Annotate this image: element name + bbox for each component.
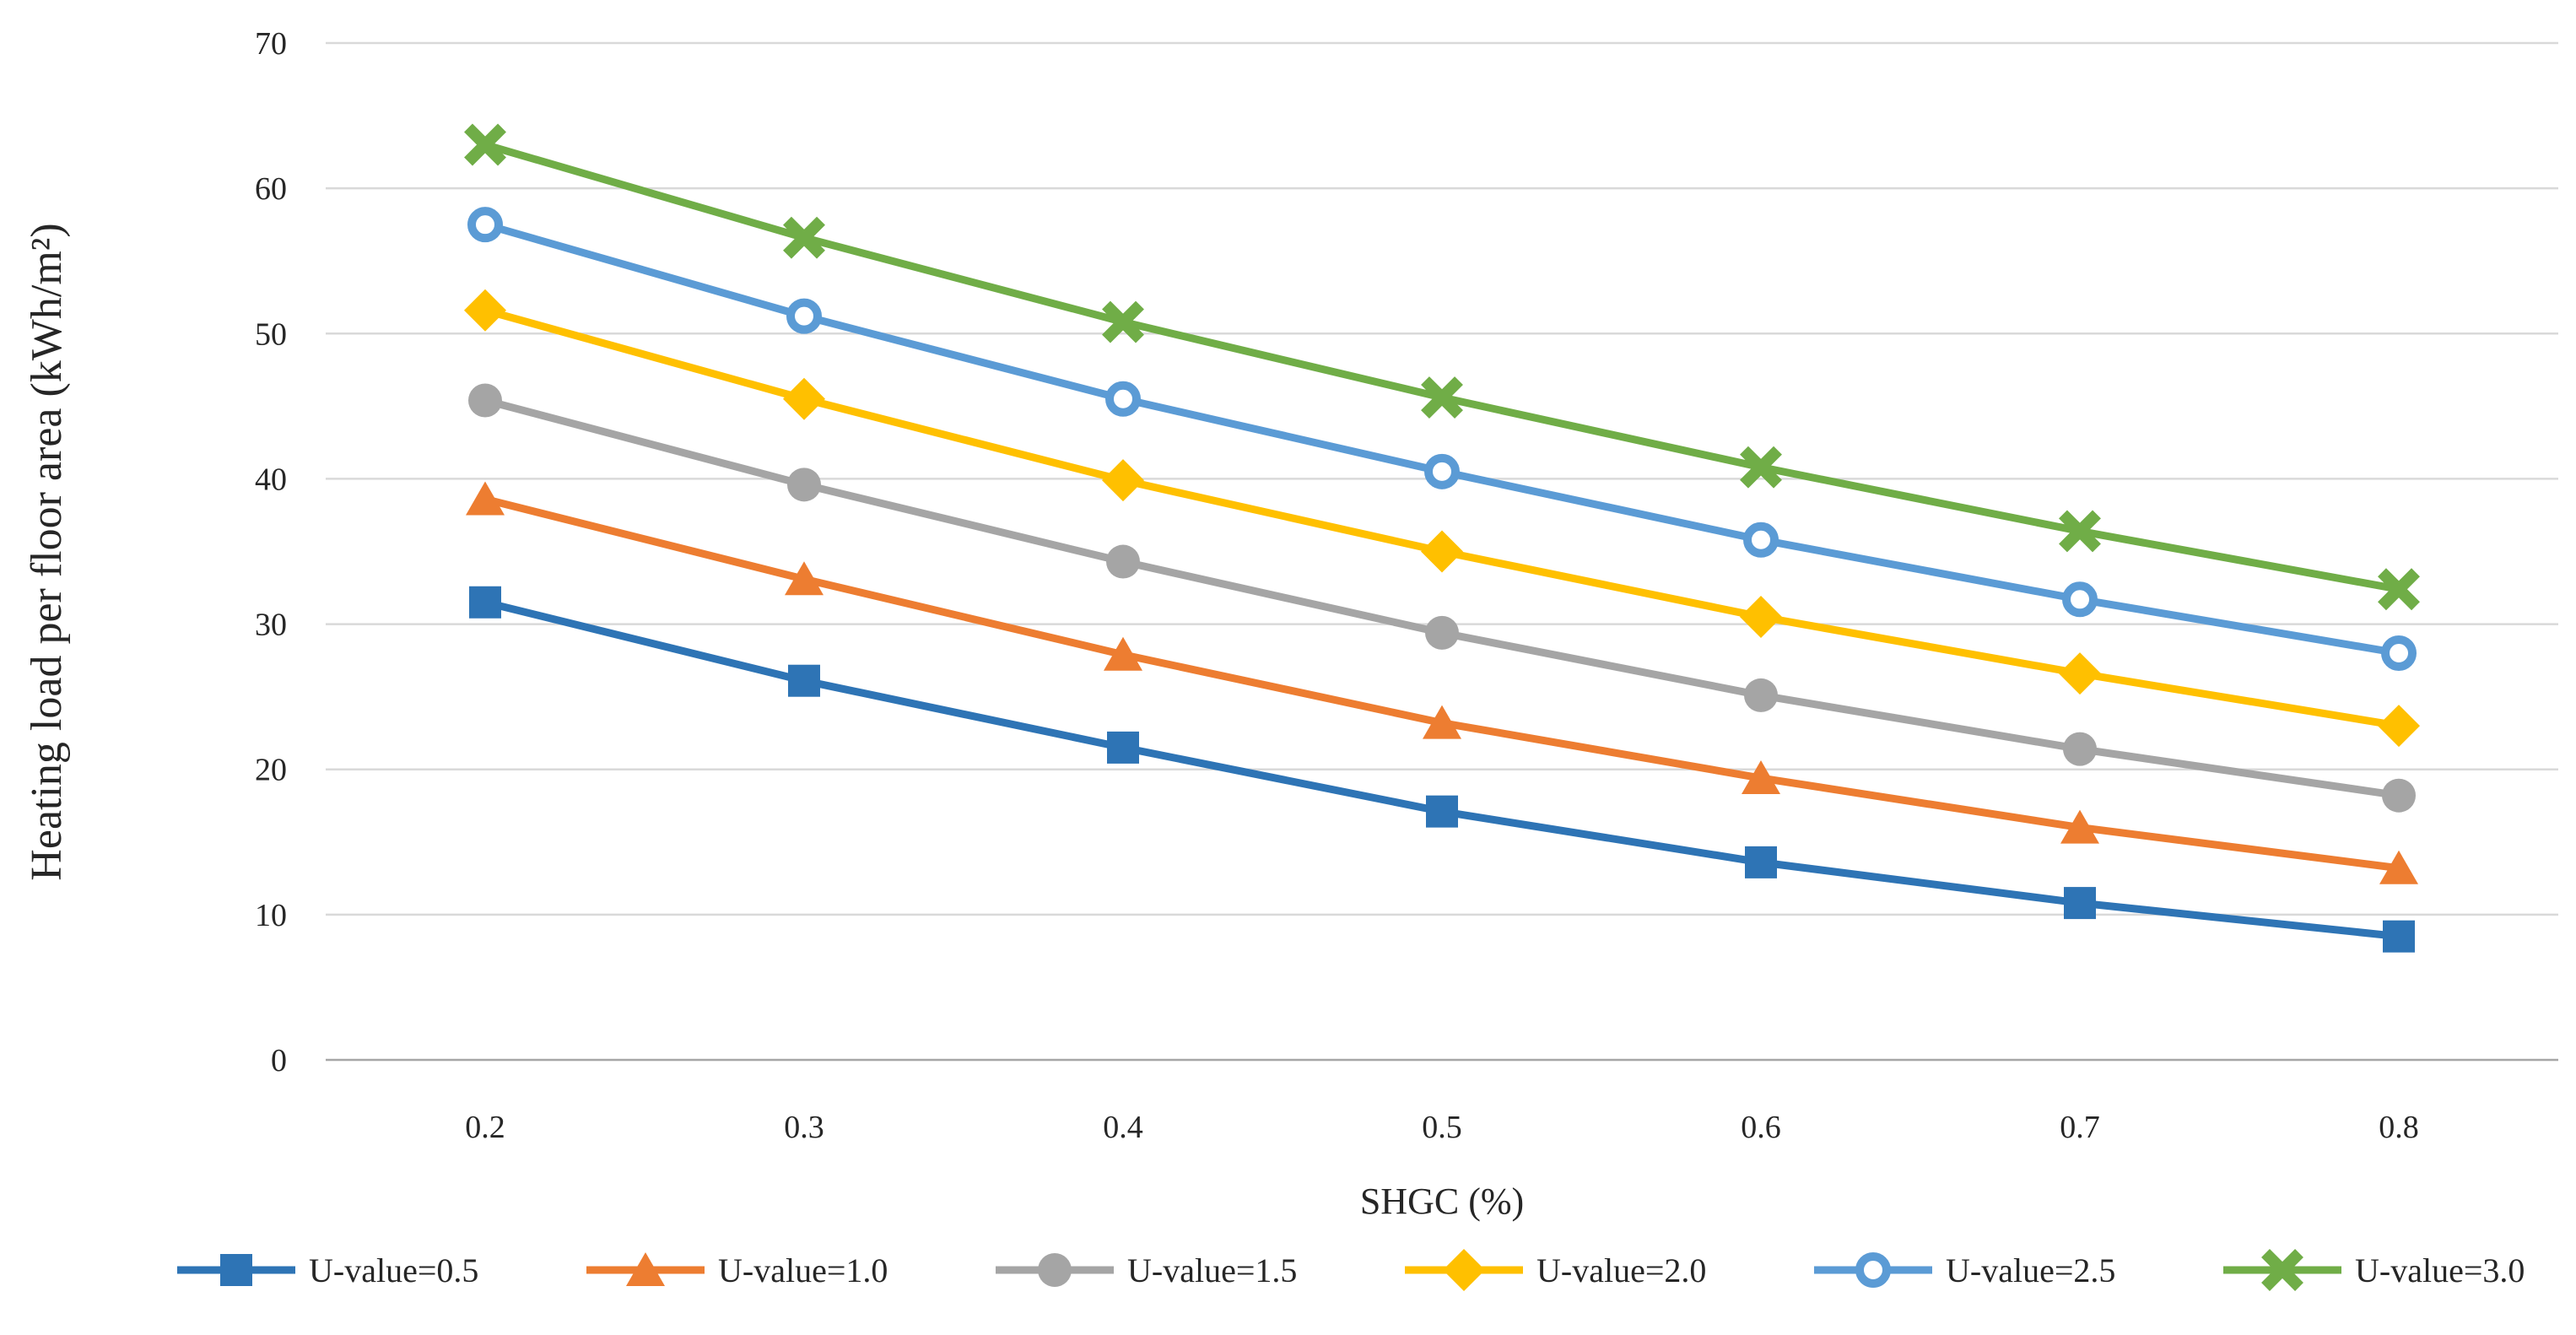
- marker-x: [2261, 1249, 2303, 1291]
- marker-circle: [2382, 778, 2416, 813]
- marker-open-circle: [1424, 453, 1460, 489]
- legend-label: U-value=0.5: [309, 1251, 478, 1289]
- marker-open-circle: [786, 298, 822, 334]
- y-tick-label: 40: [255, 462, 287, 497]
- marker-diamond: [1421, 530, 1463, 573]
- marker-triangle: [466, 481, 505, 516]
- legend-label: U-value=2.0: [1536, 1251, 1706, 1289]
- marker-square: [1107, 731, 1139, 764]
- marker-x: [1102, 300, 1144, 343]
- x-tick-label: 0.7: [2060, 1110, 2100, 1145]
- legend-item: U-value=1.5: [996, 1251, 1297, 1289]
- y-tick-label: 0: [271, 1043, 287, 1078]
- marker-triangle: [1742, 760, 1780, 795]
- legend: U-value=0.5 U-value=1.0 U-value=1.5 U-value…: [177, 1249, 2525, 1291]
- marker-circle: [468, 383, 502, 418]
- y-tick-label: 30: [255, 608, 287, 643]
- marker-circle: [1744, 678, 1778, 712]
- marker-square: [1426, 795, 1458, 828]
- x-tick-label: 0.8: [2379, 1110, 2419, 1145]
- marker-circle: [2063, 732, 2097, 766]
- y-axis-tick-labels: 0 10 20 30 40 50 60 70: [255, 26, 287, 1078]
- marker-x: [464, 123, 506, 166]
- marker-square: [1745, 846, 1777, 878]
- series-line-u-value-2.0: [483, 306, 2400, 730]
- legend-label: U-value=3.0: [2355, 1251, 2525, 1289]
- marker-circle: [787, 468, 821, 502]
- marker-square: [220, 1254, 252, 1286]
- marker-x: [1740, 446, 1782, 489]
- marker-diamond: [1102, 459, 1144, 502]
- legend-item: U-value=1.0: [586, 1251, 888, 1289]
- marker-x: [2059, 510, 2101, 553]
- marker-diamond: [1740, 595, 1782, 638]
- marker-square: [469, 586, 501, 619]
- marker-open-circle: [1743, 522, 1779, 558]
- legend-label: U-value=1.0: [718, 1251, 888, 1289]
- marker-circle: [1106, 544, 1140, 579]
- marker-triangle: [626, 1252, 665, 1286]
- marker-triangle: [2379, 850, 2418, 884]
- x-tick-label: 0.3: [784, 1110, 824, 1145]
- marker-open-circle: [1855, 1252, 1891, 1288]
- marker-triangle: [1423, 705, 1461, 739]
- marker-diamond: [1443, 1249, 1485, 1291]
- marker-x: [1421, 376, 1463, 419]
- x-tick-label: 0.5: [1422, 1110, 1462, 1145]
- marker-open-circle: [467, 207, 503, 243]
- y-tick-label: 10: [255, 898, 287, 933]
- x-tick-label: 0.2: [465, 1110, 505, 1145]
- x-axis-title: SHGC (%): [1360, 1181, 1524, 1222]
- legend-item: U-value=2.0: [1405, 1249, 1706, 1291]
- marker-x: [2378, 568, 2420, 611]
- marker-square: [2064, 887, 2096, 920]
- x-tick-label: 0.6: [1741, 1110, 1781, 1145]
- marker-circle: [1425, 615, 1459, 650]
- marker-x: [783, 216, 825, 259]
- y-tick-label: 20: [255, 753, 287, 788]
- series-line-u-value-2.5: [483, 220, 2400, 657]
- marker-diamond: [2059, 652, 2101, 695]
- marker-triangle: [2060, 809, 2099, 844]
- y-tick-label: 70: [255, 26, 287, 62]
- legend-item: U-value=3.0: [2223, 1249, 2525, 1291]
- marker-triangle: [1104, 636, 1142, 671]
- marker-open-circle: [2062, 581, 2098, 618]
- legend-item: U-value=2.5: [1814, 1251, 2115, 1289]
- marker-square: [788, 664, 820, 697]
- legend-item: U-value=0.5: [177, 1251, 478, 1289]
- marker-diamond: [2378, 705, 2420, 748]
- legend-label: U-value=1.5: [1127, 1251, 1297, 1289]
- marker-diamond: [464, 289, 506, 332]
- series-markers: [464, 123, 2420, 953]
- y-tick-label: 50: [255, 316, 287, 352]
- marker-circle: [1038, 1253, 1072, 1287]
- legend-label: U-value=2.5: [1946, 1251, 2115, 1289]
- series-line-u-value-3.0: [483, 141, 2400, 593]
- x-axis-tick-labels: 0.2 0.3 0.4 0.5 0.6 0.7 0.8: [465, 1110, 2419, 1145]
- y-tick-label: 60: [255, 171, 287, 207]
- marker-triangle: [785, 561, 824, 596]
- marker-diamond: [783, 377, 825, 420]
- marker-square: [2383, 920, 2415, 953]
- marker-open-circle: [1105, 381, 1141, 417]
- y-axis-title: Heating load per floor area (kWh/m²): [23, 223, 71, 880]
- marker-open-circle: [2381, 635, 2417, 671]
- x-tick-label: 0.4: [1103, 1110, 1143, 1145]
